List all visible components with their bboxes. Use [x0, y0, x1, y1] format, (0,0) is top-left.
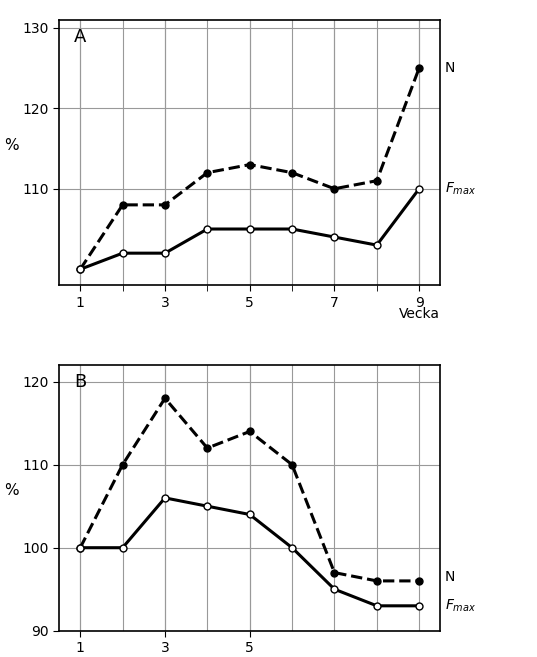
Text: Vecka: Vecka — [400, 307, 440, 321]
Text: A: A — [74, 28, 86, 46]
Text: $F_{max}$: $F_{max}$ — [445, 598, 476, 614]
Text: B: B — [74, 373, 86, 391]
Text: N: N — [445, 61, 455, 75]
Text: $F_{max}$: $F_{max}$ — [445, 181, 476, 197]
Y-axis label: %: % — [4, 483, 18, 498]
Y-axis label: %: % — [4, 137, 18, 152]
Text: N: N — [445, 570, 455, 584]
